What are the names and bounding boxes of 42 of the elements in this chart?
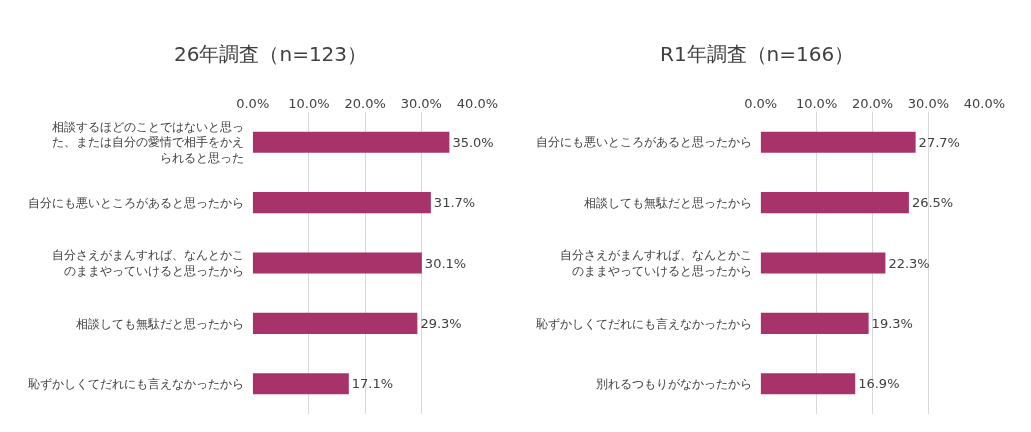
- x-tick-label: 0.0%: [236, 96, 270, 112]
- x-tick-label: 40.0%: [963, 96, 1006, 112]
- x-tick-label: 40.0%: [456, 96, 499, 112]
- data-label: 17.1%: [351, 376, 394, 392]
- x-tick-label: 0.0%: [744, 96, 778, 112]
- y-tick-label: 恥ずかしくてだれにも言えなかったから: [27, 377, 244, 391]
- data-label: 29.3%: [420, 315, 462, 331]
- data-label: 22.3%: [888, 255, 930, 271]
- bar: [760, 373, 856, 395]
- x-tick-label: 20.0%: [344, 96, 386, 112]
- y-tick-label: 相談するほどのことではないと思った、または自分の愛情で相手をかえられると思った: [51, 119, 244, 165]
- data-label: 31.7%: [433, 195, 476, 211]
- chart-title: R1年調査（n=166）: [660, 42, 855, 66]
- data-label: 30.1%: [424, 255, 467, 271]
- data-label: 26.5%: [911, 195, 954, 211]
- data-label: 16.9%: [858, 376, 900, 392]
- data-label: 27.7%: [918, 134, 960, 150]
- chart-title: 26年調査（n=123）: [174, 42, 368, 66]
- y-tick-label: 恥ずかしくてだれにも言えなかったから: [535, 316, 752, 331]
- y-tick-label: 自分さえがまんすれば、なんとかこのままやっていけると思ったから: [51, 248, 244, 278]
- bar: [252, 192, 431, 214]
- y-tick-label: 相談しても無駄だと思ったから: [583, 195, 752, 210]
- y-tick-label: 自分さえがまんすれば、なんとかこのままやっていけると思ったから: [559, 248, 752, 278]
- bar: [252, 312, 418, 334]
- bar: [252, 252, 422, 274]
- y-tick-label: 自分にも悪いところがあると思ったから: [27, 195, 244, 210]
- data-label: 19.3%: [871, 315, 913, 331]
- data-label: 35.0%: [452, 134, 494, 150]
- x-tick-label: 30.0%: [907, 96, 950, 112]
- x-tick-label: 20.0%: [851, 96, 894, 112]
- bar: [760, 192, 909, 214]
- bar: [252, 373, 349, 395]
- x-tick-label: 10.0%: [288, 96, 330, 112]
- x-tick-label: 30.0%: [400, 96, 442, 112]
- y-tick-label: 別れるつもりがなかったから: [595, 377, 752, 391]
- bar: [760, 252, 886, 274]
- bar: [760, 131, 916, 153]
- bar: [252, 131, 450, 153]
- y-tick-label: 自分にも悪いところがあると思ったから: [535, 135, 752, 150]
- y-tick-label: 相談しても無駄だと思ったから: [75, 316, 244, 331]
- bar: [760, 312, 869, 334]
- x-tick-label: 10.0%: [795, 96, 838, 112]
